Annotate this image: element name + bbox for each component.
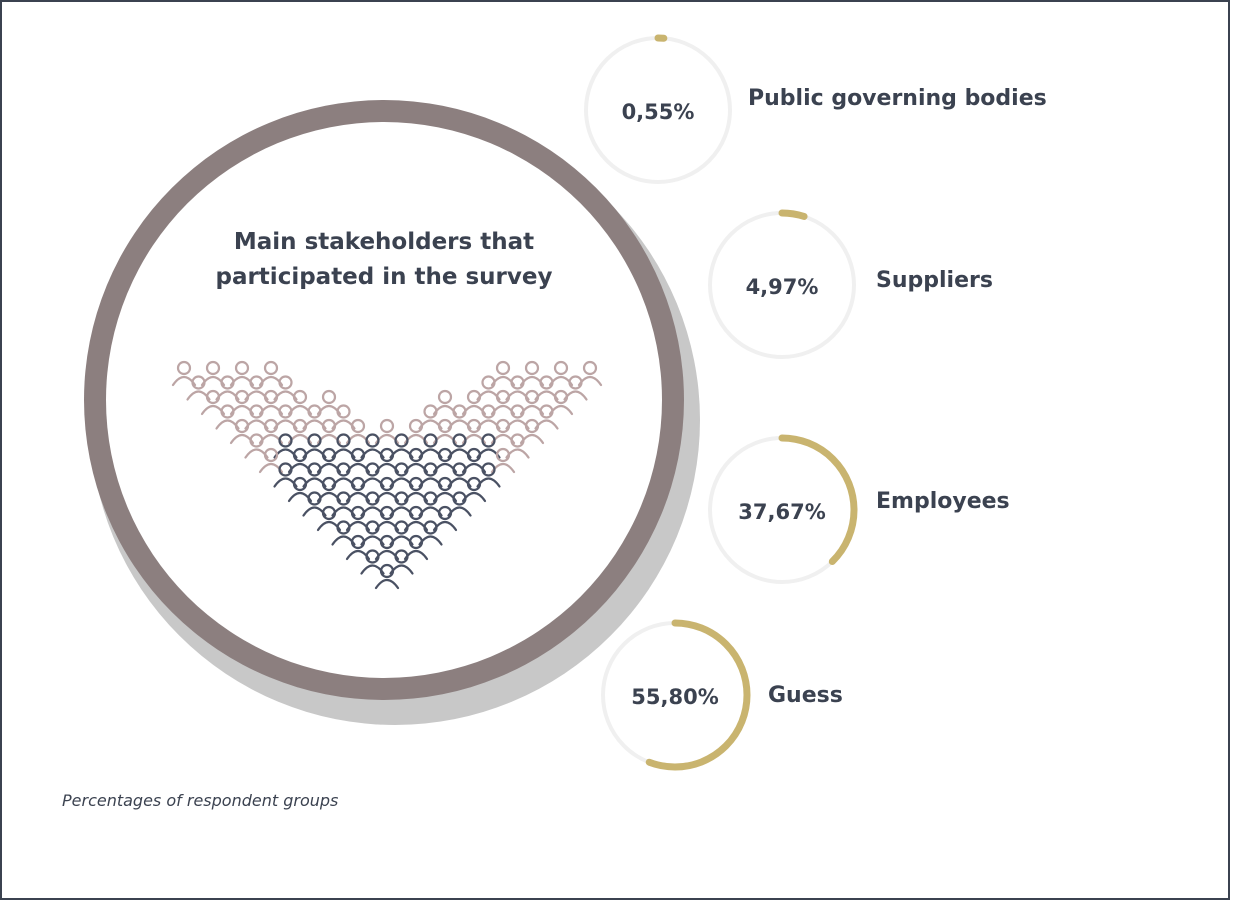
donut-rings: 0,55% Public governing bodies 4,97% Supplie… [582, 34, 1047, 771]
donut-arc [582, 34, 734, 186]
donut-value-label: 0,55% [622, 100, 695, 124]
donut-arc [706, 209, 858, 361]
donut-2: 37,67% Employees [706, 434, 1010, 586]
donut-category-label: Suppliers [876, 268, 993, 293]
donut-category-label: Public governing bodies [748, 86, 1047, 111]
footnote: Percentages of respondent groups [62, 791, 339, 810]
donut-value-label: 37,67% [738, 500, 825, 524]
donut-category-label: Guess [768, 683, 843, 708]
donut-arc [706, 434, 858, 586]
main-circle [106, 122, 662, 678]
donut-category-label: Employees [876, 489, 1010, 514]
stakeholder-chart: 0,55% Public governing bodies 4,97% Supplie… [84, 34, 1047, 771]
donut-arc [599, 619, 751, 771]
donut-value-label: 4,97% [746, 275, 819, 299]
donut-1: 4,97% Suppliers [706, 209, 993, 361]
people-crowd-icon [171, 360, 603, 590]
main-title: Main stakeholders that participated in t… [215, 229, 553, 290]
person-icon [374, 563, 400, 590]
donut-value-label: 55,80% [631, 685, 718, 709]
donut-3: 55,80% Guess [599, 619, 843, 771]
donut-0: 0,55% Public governing bodies [582, 34, 1047, 186]
